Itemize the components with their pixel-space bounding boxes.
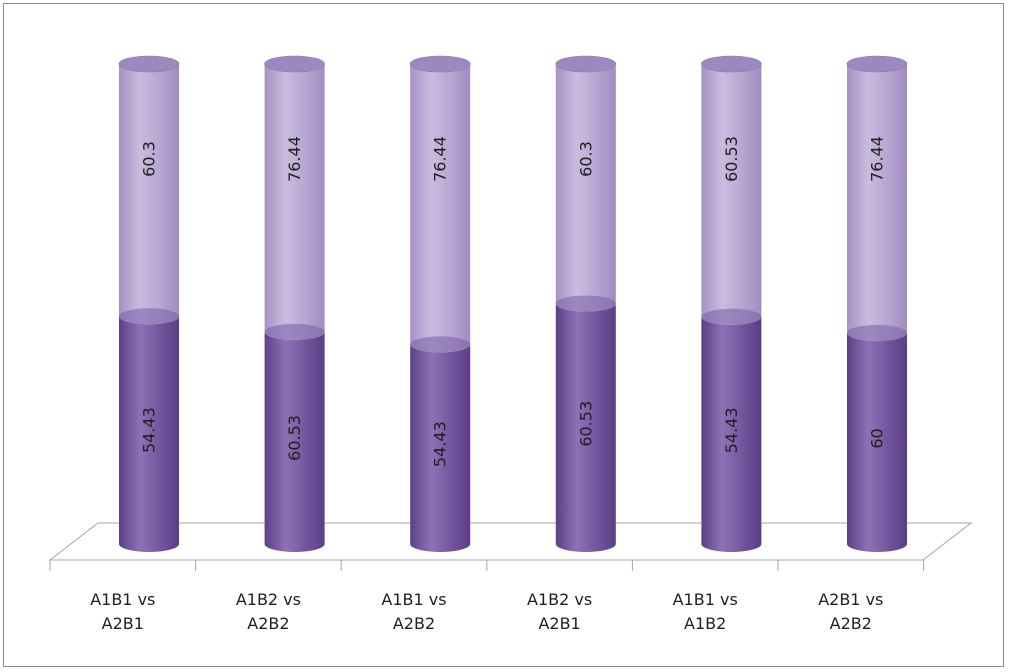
bar-segment-divider (847, 324, 907, 341)
bar-series-1-1 (119, 316, 179, 552)
bar-series-2-1 (119, 64, 179, 325)
data-label-series-1-1: 54.43 (140, 407, 159, 453)
bar-series-2-6 (847, 64, 907, 341)
data-label-series-2-2: 76.44 (285, 136, 304, 182)
bar-segment-divider (264, 323, 325, 340)
chart-frame: 54.43 60.3 60.53 76.44 54.43 76.44 60.53 60.3 54… (3, 3, 1004, 667)
x-tick-label-4: A1B2 vs A2B1 (527, 590, 592, 633)
data-label-series-2-4: 60.3 (576, 141, 595, 177)
bar-top-cap (555, 55, 617, 73)
bar-segment-divider (701, 308, 762, 325)
bar-series-1-4 (555, 303, 616, 552)
x-tick-label-6: A2B1 vs A2B2 (818, 590, 883, 633)
data-label-series-1-3: 54.43 (431, 421, 450, 467)
bars-group: 54.43 60.3 60.53 76.44 54.43 76.44 60.53 60.3 54… (118, 55, 908, 552)
bar-series-1-2 (264, 331, 325, 552)
bar-top-cap (409, 55, 471, 73)
chart-area: 54.43 60.3 60.53 76.44 54.43 76.44 60.53 60.3 54… (48, 55, 973, 633)
bar-series-1-3 (410, 344, 471, 552)
x-tick-label-2: A1B2 vs A2B2 (236, 590, 301, 633)
data-label-series-1-6: 60 (868, 428, 887, 448)
bar-top-cap (701, 55, 762, 73)
bar-top-cap (118, 55, 180, 73)
bar-series-2-4 (555, 64, 616, 312)
bar-top-cap (264, 55, 325, 73)
data-label-series-2-5: 60.53 (722, 136, 741, 182)
x-tick-label-3: A1B1 vs A2B2 (381, 590, 446, 633)
x-tick-label-5: A1B1 vs A1B2 (673, 590, 738, 633)
bar-series-1-6 (847, 332, 907, 552)
data-label-series-2-3: 76.44 (431, 136, 450, 182)
bar-series-2-5 (701, 64, 762, 325)
data-label-series-1-4: 60.53 (576, 401, 595, 447)
floor-plane (48, 522, 973, 561)
bar-series-1-5 (701, 316, 762, 552)
data-label-series-2-1: 60.3 (140, 141, 159, 177)
category-labels: A1B1 vs A2B1 A1B2 vs A2B2 A1B1 vs A2B2 A1B2 vs… (90, 590, 883, 633)
bar-segment-divider (555, 295, 616, 312)
bar-series-2-2 (264, 64, 325, 340)
bar-segment-divider (119, 308, 179, 325)
chart-floor (48, 522, 973, 571)
bar-top-cap (846, 55, 908, 73)
x-tick-label-1: A1B1 vs A2B1 (90, 590, 155, 633)
data-label-series-1-5: 54.43 (722, 407, 741, 453)
bar-series-2-3 (410, 64, 471, 353)
data-label-series-1-2: 60.53 (285, 415, 304, 461)
bar-segment-divider (410, 336, 471, 353)
data-label-series-2-6: 76.44 (868, 136, 887, 182)
